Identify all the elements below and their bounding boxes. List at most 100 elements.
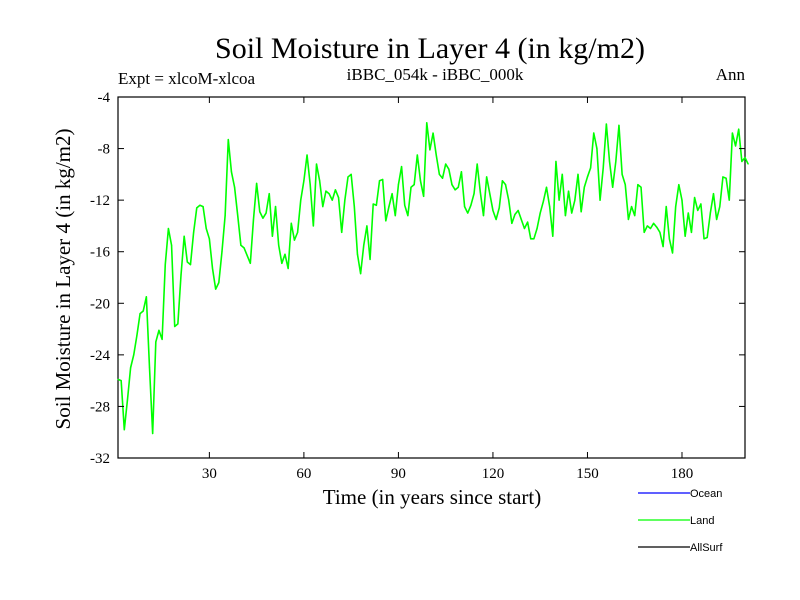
data-point <box>205 227 207 230</box>
data-point <box>328 193 330 195</box>
data-point <box>218 282 220 284</box>
data-point <box>378 180 381 182</box>
data-point <box>498 207 500 209</box>
y-tick-label: -20 <box>90 296 110 312</box>
data-point <box>602 167 604 169</box>
data-point <box>703 238 705 240</box>
y-tick-label: -16 <box>90 245 110 261</box>
data-point <box>722 176 724 178</box>
x-tick-label: 60 <box>296 466 311 482</box>
data-point <box>350 173 352 175</box>
data-point <box>564 215 567 217</box>
data-point <box>571 212 573 214</box>
data-point <box>435 154 437 156</box>
data-point <box>583 186 585 188</box>
data-point <box>170 244 173 246</box>
data-point <box>309 184 311 186</box>
data-point <box>577 173 579 175</box>
data-point <box>501 180 503 182</box>
data-point <box>347 176 349 178</box>
data-point <box>624 184 626 186</box>
axis-tick-labels: 30 60 90 120 150 180 -4 -8 -12 -16 -20 -24 -28 -32 <box>90 90 693 482</box>
legend-label-allsurf: AllSurf <box>690 542 723 554</box>
data-point <box>533 238 535 240</box>
data-point <box>716 218 718 221</box>
data-point <box>517 209 519 212</box>
data-point <box>681 199 683 201</box>
data-point <box>404 204 406 206</box>
data-point <box>296 231 299 233</box>
data-point <box>618 124 620 126</box>
data-point <box>193 231 195 233</box>
data-point <box>630 205 633 208</box>
data-point <box>580 211 582 213</box>
data-point <box>306 154 308 156</box>
data-point <box>552 235 554 237</box>
data-point <box>268 193 270 195</box>
data-point <box>545 186 548 188</box>
data-point <box>463 205 466 208</box>
data-point <box>438 173 440 175</box>
data-point <box>508 199 510 201</box>
legend-label-ocean: Ocean <box>690 488 722 500</box>
legend-label-land: Land <box>690 515 714 527</box>
data-point <box>684 235 686 237</box>
data-point <box>649 227 652 230</box>
data-point <box>627 218 630 221</box>
data-point <box>360 273 362 275</box>
data-point <box>158 329 160 331</box>
data-point <box>706 236 708 239</box>
y-tick-label: -8 <box>98 142 111 158</box>
comparison-label: iBBC_054k - iBBC_000k <box>347 65 524 84</box>
data-point <box>341 231 343 233</box>
data-point <box>643 231 645 233</box>
data-point <box>451 184 453 186</box>
data-point <box>240 244 242 246</box>
data-point <box>243 247 245 249</box>
experiment-label: Expt = xlcoM-xlcoa <box>118 69 256 88</box>
data-point <box>678 184 680 186</box>
data-point <box>530 238 532 240</box>
data-point <box>445 163 447 165</box>
data-point <box>174 325 176 328</box>
data-point <box>675 205 677 208</box>
data-point <box>208 238 210 240</box>
data-point <box>180 274 182 276</box>
season-label: Ann <box>716 65 746 84</box>
data-point <box>303 180 305 182</box>
data-point <box>233 186 236 188</box>
data-point <box>164 264 166 266</box>
data-point <box>605 123 607 125</box>
data-point <box>221 251 223 253</box>
data-point <box>300 199 302 201</box>
data-point <box>656 226 658 228</box>
data-point <box>167 227 170 230</box>
data-point <box>492 209 494 212</box>
data-point <box>227 138 229 141</box>
data-point <box>586 176 589 178</box>
data-point <box>738 128 740 130</box>
data-point <box>400 166 403 168</box>
data-point <box>728 199 730 201</box>
data-point <box>608 160 611 163</box>
data-point <box>719 205 721 208</box>
data-point <box>640 186 642 188</box>
x-tick-label: 180 <box>671 466 694 482</box>
data-point <box>687 212 689 214</box>
data-point <box>725 177 727 179</box>
data-point <box>416 154 418 156</box>
data-point <box>523 227 526 230</box>
data-point <box>432 132 434 134</box>
data-point <box>596 147 598 150</box>
data-point <box>486 176 488 178</box>
data-point <box>375 204 377 206</box>
data-point <box>734 145 737 147</box>
data-point <box>476 163 478 165</box>
data-point <box>504 184 507 186</box>
axis-ticks <box>118 96 745 459</box>
data-point <box>555 160 557 163</box>
data-point <box>646 225 648 227</box>
data-point <box>388 205 390 208</box>
data-point <box>189 264 192 266</box>
